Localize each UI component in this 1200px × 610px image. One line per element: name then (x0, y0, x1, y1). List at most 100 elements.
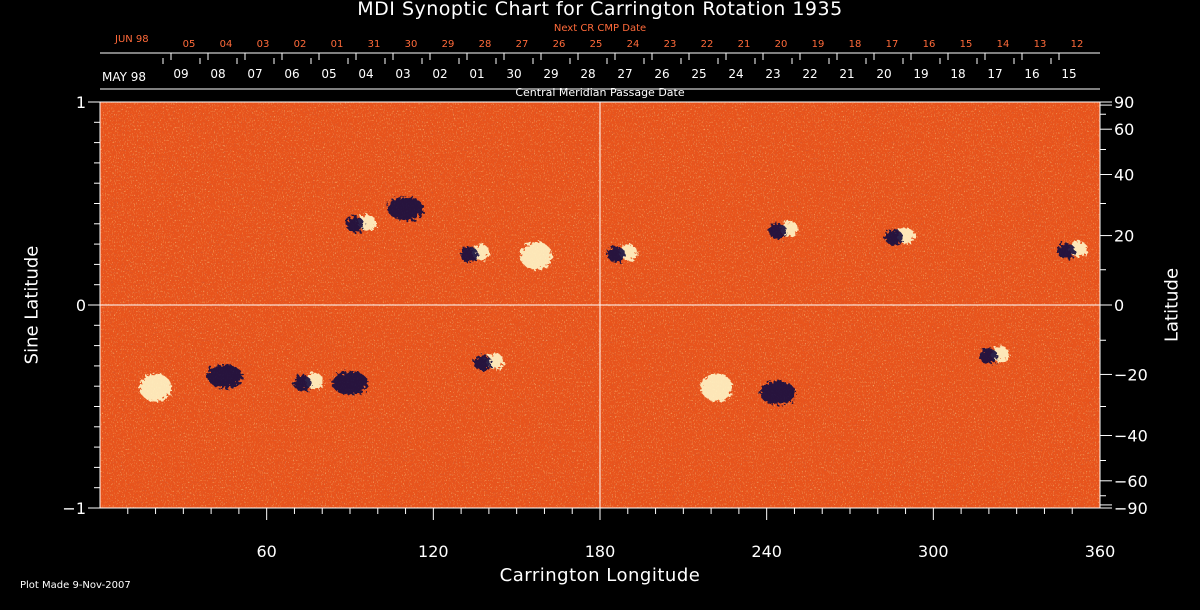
next-cr-day: 02 (294, 39, 307, 50)
next-cr-day: 12 (1071, 39, 1084, 50)
negative-flux (1057, 243, 1076, 260)
negative-flux (387, 196, 424, 221)
current-day: 15 (1061, 67, 1076, 81)
active-regions (139, 196, 1088, 405)
y-tick-label-sine: 1 (76, 93, 86, 112)
positive-flux (700, 373, 733, 402)
negative-flux (607, 246, 626, 263)
y-tick-label-latitude: 20 (1114, 227, 1134, 246)
x-tick-label: 240 (751, 542, 782, 561)
next-cr-day: 20 (775, 39, 788, 50)
y-tick-label-latitude: 90 (1114, 93, 1134, 112)
current-day: 09 (173, 67, 188, 81)
active-region (885, 227, 915, 246)
negative-flux (293, 375, 312, 392)
chart-title: MDI Synoptic Chart for Carrington Rotati… (357, 0, 843, 20)
y-tick-label-latitude: 40 (1114, 166, 1134, 185)
current-day: 23 (765, 67, 780, 81)
current-day: 18 (950, 67, 965, 81)
active-region (607, 244, 638, 263)
current-day: 01 (469, 67, 484, 81)
y-tick-label-latitude: −60 (1114, 472, 1148, 491)
active-region (460, 244, 490, 263)
x-tick-label: 120 (418, 542, 449, 561)
current-day: 07 (247, 67, 262, 81)
negative-flux (460, 246, 478, 263)
negative-flux (885, 229, 903, 246)
current-day: 27 (617, 67, 632, 81)
next-cr-label: Next CR CMP Date (553, 23, 647, 34)
negative-flux (207, 364, 243, 389)
next-cr-day: 27 (516, 39, 529, 50)
next-cr-day: 26 (553, 39, 566, 50)
active-region (759, 380, 796, 405)
active-region (139, 373, 172, 402)
current-day: 22 (802, 67, 817, 81)
plot-made-note: Plot Made 9-Nov-2007 (20, 580, 131, 591)
next-cr-day: 30 (405, 39, 418, 50)
current-day: 04 (358, 67, 373, 81)
next-cr-day: 22 (701, 39, 714, 50)
active-region (1057, 241, 1088, 260)
date-axes: JUN 98 MAY 98 05 04 03 02 01 31 30 29 28 27 26 25 24 23… (100, 34, 1100, 90)
next-cr-day: 23 (664, 39, 677, 50)
next-cr-day: 14 (997, 39, 1010, 50)
current-day: 20 (876, 67, 891, 81)
y-tick-label-latitude: −20 (1114, 365, 1148, 384)
negative-flux (332, 371, 368, 396)
next-cr-day: 18 (849, 39, 862, 50)
current-day: 21 (839, 67, 854, 81)
negative-flux (473, 354, 492, 371)
next-cr-day: 03 (257, 39, 270, 50)
current-day: 30 (506, 67, 521, 81)
next-cr-month: JUN 98 (114, 34, 149, 45)
next-cr-day: 04 (220, 39, 233, 50)
next-cr-day: 29 (442, 39, 455, 50)
next-cr-day: 31 (368, 39, 381, 50)
current-day: 19 (913, 67, 928, 81)
next-cr-day: 13 (1034, 39, 1047, 50)
x-axis-label: Carrington Longitude (499, 565, 701, 586)
active-region (346, 214, 377, 233)
current-day: 29 (543, 67, 558, 81)
current-day: 25 (691, 67, 706, 81)
current-day: 24 (728, 67, 743, 81)
active-region (473, 352, 504, 371)
next-cr-day: 21 (738, 39, 751, 50)
x-tick-label: 360 (1085, 542, 1116, 561)
active-region (979, 346, 1010, 365)
y-tick-label-latitude: 0 (1114, 296, 1124, 315)
cmp-date-label: Central Meridian Passage Date (515, 86, 685, 99)
negative-flux (346, 216, 365, 233)
next-cr-day: 01 (331, 39, 344, 50)
next-cr-day: 24 (627, 39, 640, 50)
next-cr-day: 17 (886, 39, 899, 50)
active-region (387, 196, 424, 221)
positive-flux (520, 241, 553, 270)
active-region (520, 241, 553, 270)
negative-flux (979, 348, 998, 365)
active-region (332, 371, 368, 396)
current-day: 02 (432, 67, 447, 81)
active-region (700, 373, 733, 402)
next-cr-day: 16 (923, 39, 936, 50)
x-tick-label: 300 (918, 542, 949, 561)
y-axis-label-latitude: Latitude (1161, 267, 1183, 343)
current-day: 16 (1024, 67, 1039, 81)
negative-flux (759, 380, 796, 405)
next-cr-day: 25 (590, 39, 603, 50)
y-tick-label-sine: −1 (62, 499, 86, 518)
current-day: 05 (321, 67, 336, 81)
active-region (293, 373, 324, 392)
y-tick-label-latitude: −90 (1114, 499, 1148, 518)
current-day: 26 (654, 67, 669, 81)
positive-flux (139, 373, 172, 402)
current-day: 17 (987, 67, 1002, 81)
y-axis-label-sine-latitude: Sine Latitude (21, 245, 43, 365)
current-day: 06 (284, 67, 299, 81)
current-day: 08 (210, 67, 225, 81)
active-region (768, 220, 799, 239)
x-tick-label: 60 (256, 542, 276, 561)
